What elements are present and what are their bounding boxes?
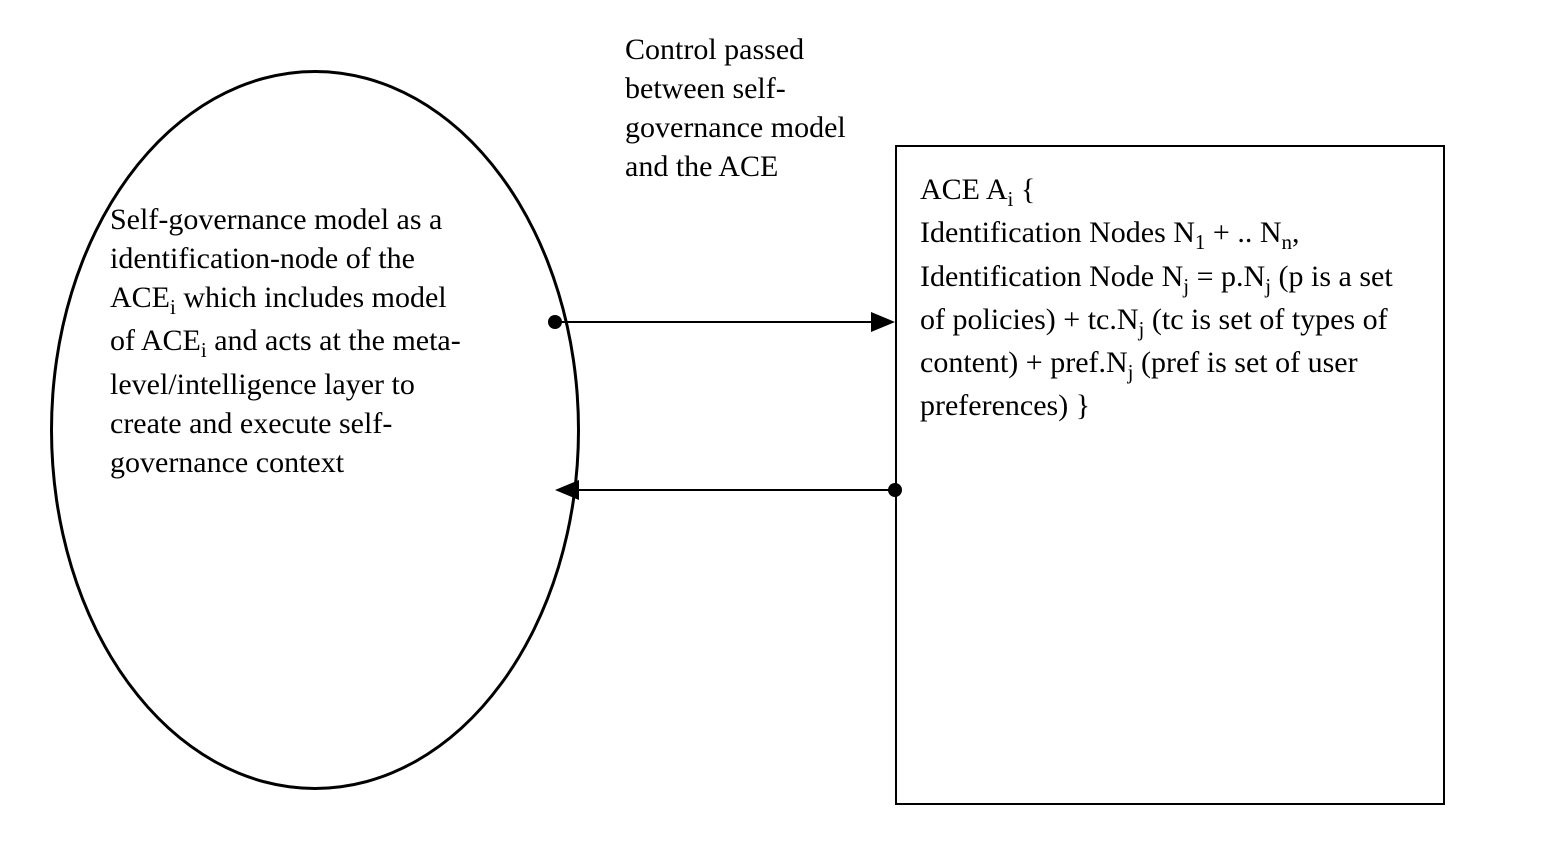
arrow-bottom-head (555, 480, 579, 500)
arrow-bottom-line (579, 489, 895, 491)
ace-governance-diagram: Self-governance model as a identificatio… (0, 0, 1547, 865)
ace-definition-text: ACE Ai {Identification Nodes N1 + .. Nn,… (920, 170, 1420, 425)
self-governance-text: Self-governance model as a identificatio… (110, 200, 470, 482)
arrow-top-head (871, 312, 895, 332)
control-passed-label: Control passed between self-governance m… (625, 30, 885, 186)
arrow-top-line (555, 321, 871, 323)
